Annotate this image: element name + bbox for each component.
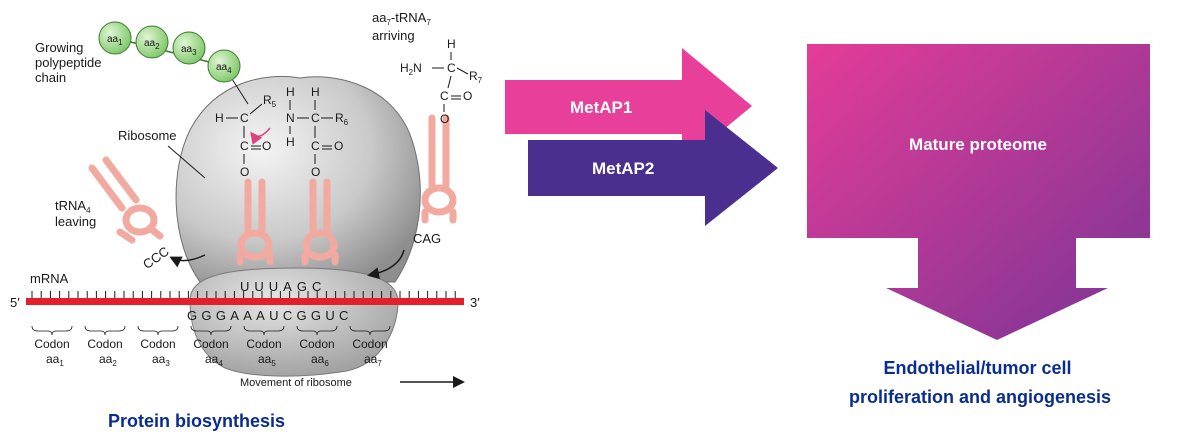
codon-amino-acid: aa4 [205,352,223,368]
trna-p-site [236,178,274,266]
codon-bracket [190,325,232,336]
codon-bracket [349,325,391,336]
mrna-strand [26,298,464,305]
protein-biosynthesis-caption: Protein biosynthesis [108,411,285,431]
aa-bead-2: aa2 [135,25,169,59]
svg-text:O: O [334,139,343,153]
svg-text:O: O [240,165,249,179]
svg-text:aa3: aa3 [181,44,197,57]
anticodon-arriving: CAG [413,231,441,246]
peptide-link [114,37,226,67]
codon-label: Codon [352,337,387,351]
svg-text:H: H [286,135,295,149]
mature-proteome-arrow [807,44,1150,340]
codon-label: Codon [193,337,228,351]
codon-amino-acid: aa2 [99,352,117,368]
mrna-label: mRNA [30,271,69,286]
trna-leaving [88,156,164,244]
svg-text:aa2: aa2 [144,38,160,51]
trna-leaving-label: tRNA4 leaving [55,198,96,229]
aa-bead-3: aa3 [172,31,206,65]
codon-bracket [137,325,179,336]
svg-text:N: N [286,111,295,125]
svg-text:H2N: H2N [400,61,422,77]
codon-amino-acid: aa7 [364,352,382,368]
svg-text:C: C [311,139,320,153]
svg-text:aa1: aa1 [107,34,123,47]
metap1-label: MetAP1 [570,98,632,117]
codon-label: Codon [140,337,175,351]
svg-text:C: C [240,111,249,125]
svg-text:aa4: aa4 [216,62,232,75]
svg-text:O: O [311,165,320,179]
ribosome-label: Ribosome [118,128,177,143]
codon-amino-acid: aa3 [152,352,170,368]
codon-label: Codon [246,337,281,351]
svg-text:H: H [286,85,295,99]
aa-bead-4: aa4 [207,49,241,83]
svg-text:C: C [240,139,249,153]
metap2-label: MetAP2 [592,159,654,178]
anticodon-leaving: CCC [140,244,172,272]
ribosome-large-subunit [175,75,421,283]
movement-label: Movement of ribosome [240,377,352,389]
metap2-arrow [528,110,778,226]
codon-bracket [31,325,73,336]
svg-text:O: O [262,139,271,153]
codon-amino-acid: aa5 [258,352,276,368]
peptide-chemistry: H C R5 C O O H N H C R6 H C O O [215,85,349,179]
codon-bracket [243,325,285,336]
mrna-ticks [31,291,456,298]
codon-bracket [84,325,126,336]
trna-arriving [421,114,457,224]
leaving-arrow [169,254,206,268]
three-prime-label: 3′ [470,295,480,310]
arriving-arrow [367,249,405,280]
codon-amino-acid: aa6 [311,352,329,368]
ribosome-pointer [167,145,206,179]
growing-chain-label: Growing polypeptide chain [35,40,105,85]
trna-a-site [301,178,339,266]
arriving-chemistry: H H2N C R7 C O O [400,37,483,126]
anticodon-upper: UUUAGC [240,279,326,294]
codon-label: Codon [299,337,334,351]
svg-text:H: H [311,85,320,99]
mrna-sequence: GGGAAAUCGGUC [187,308,353,323]
svg-text:R7: R7 [469,69,483,85]
svg-text:C: C [311,111,320,125]
aa-bead-1: aa1 [98,21,132,55]
five-prime-label: 5′ [10,295,20,310]
svg-text:R5: R5 [263,93,277,109]
codon-amino-acid: aa1 [46,352,64,368]
svg-text:O: O [440,112,449,126]
outcome-text: Endothelial/tumor cell proliferation and… [849,358,1111,407]
arriving-label: aa7-tRNA7 arriving [372,10,434,43]
codon-bracket [296,325,338,336]
svg-text:H: H [447,37,456,51]
metap1-arrow [505,48,752,164]
codon-label: Codon [87,337,122,351]
svg-text:O: O [463,89,472,103]
svg-text:H: H [215,111,224,125]
codon-labels: Codonaa1Codonaa2Codonaa3Codonaa4Codonaa5… [31,325,391,368]
svg-text:C: C [440,89,449,103]
ribosome-small-subunit [189,267,399,377]
svg-text:R6: R6 [335,111,349,127]
codon-label: Codon [34,337,69,351]
mature-proteome-label: Mature proteome [909,135,1047,154]
svg-text:C: C [447,61,456,75]
